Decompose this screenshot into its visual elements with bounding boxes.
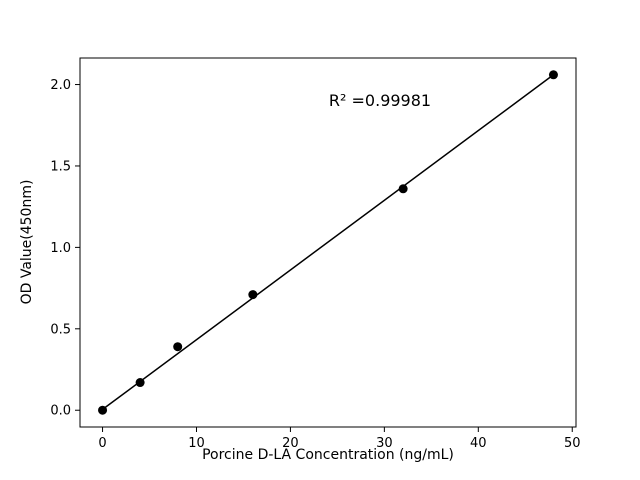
- x-tick-label: 0: [98, 436, 106, 451]
- x-tick-label: 40: [470, 436, 487, 451]
- data-point: [173, 342, 183, 352]
- x-tick-label: 20: [282, 436, 299, 451]
- axes-frame: [79, 57, 577, 428]
- x-tick-label: 10: [188, 436, 205, 451]
- data-point: [548, 70, 558, 80]
- y-tick-label: 1.5: [50, 159, 71, 174]
- data-point: [248, 290, 258, 300]
- y-tick-label: 1.0: [50, 241, 71, 256]
- y-axis-label: OD Value(450nm): [19, 180, 35, 305]
- data-point: [98, 405, 108, 415]
- fit-line: [102, 74, 554, 411]
- data-point: [135, 378, 145, 388]
- y-tick-label: 2.0: [50, 78, 71, 93]
- x-tick-label: 50: [564, 436, 581, 451]
- x-axis-label: Porcine D-LA Concentration (ng/mL): [202, 447, 454, 463]
- r-squared-annotation: R² =0.99981: [329, 91, 431, 110]
- y-tick-label: 0.5: [50, 322, 71, 337]
- y-tick-label: 0.0: [50, 404, 71, 419]
- data-point: [398, 184, 408, 194]
- plot-area: 0 10 20 30 40 50 0.0 0.5 1.0 1.5 2.0: [50, 57, 581, 451]
- x-tick-label: 30: [376, 436, 393, 451]
